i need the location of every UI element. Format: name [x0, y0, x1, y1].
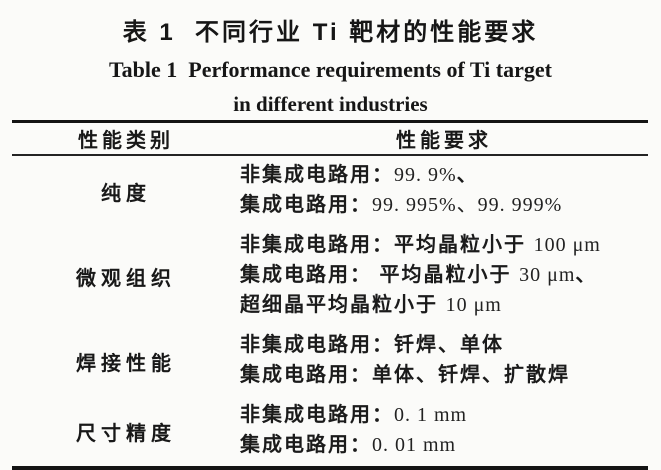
- table-header-rule: [12, 154, 648, 156]
- category-label-purity: 纯度: [101, 182, 151, 205]
- table-row-dimensional-accuracy: 尺寸精度 非集成电路用：0. 1 mm 集成电路用：0. 01 mm: [12, 396, 648, 466]
- requirement-cell: 非集成电路用：钎焊、单体 集成电路用：单体、钎焊、扩散焊: [240, 331, 648, 391]
- category-label-welding: 焊接性能: [76, 352, 176, 375]
- requirement-value: 30 μm: [519, 264, 576, 286]
- requirement-cell: 非集成电路用：0. 1 mm 集成电路用：0. 01 mm: [240, 401, 648, 461]
- requirement-line: 集成电路用：0. 01 mm: [240, 431, 648, 461]
- requirement-suffix: 、: [575, 264, 598, 286]
- requirement-cell: 非集成电路用：平均晶粒小于 100 μm 集成电路用： 平均晶粒小于 30 μm…: [240, 231, 648, 321]
- requirement-label: 超细晶平均晶粒小于: [240, 294, 446, 316]
- requirement-suffix: 、: [456, 164, 479, 186]
- requirement-label: 非集成电路用：: [240, 404, 394, 426]
- table-top-rule: [12, 120, 648, 123]
- requirement-value: 0. 01 mm: [372, 434, 457, 456]
- category-cell: 焊接性能: [12, 331, 240, 391]
- table-row-microstructure: 微观组织 非集成电路用：平均晶粒小于 100 μm 集成电路用： 平均晶粒小于 …: [12, 226, 648, 326]
- requirement-label: 非集成电路用：钎焊、单体: [240, 334, 504, 356]
- requirement-line: 超细晶平均晶粒小于 10 μm: [240, 291, 648, 321]
- requirement-value: 10 μm: [445, 294, 502, 316]
- table-title-en-line1: Table 1 Performance requirements of Ti t…: [109, 57, 552, 82]
- header-cell-category: 性能类别: [78, 130, 174, 152]
- requirement-value: 99. 9%: [394, 164, 457, 186]
- category-cell: 纯度: [12, 161, 240, 221]
- requirement-label: 集成电路用：: [240, 194, 372, 216]
- requirement-label: 非集成电路用：平均晶粒小于: [240, 234, 534, 256]
- requirement-line: 集成电路用： 平均晶粒小于 30 μm、: [240, 261, 648, 291]
- category-label-dimensional-accuracy: 尺寸精度: [76, 422, 176, 445]
- requirement-label: 集成电路用：: [240, 434, 372, 456]
- table-row-purity: 纯度 非集成电路用：99. 9%、 集成电路用：99. 995%、99. 999…: [12, 156, 648, 226]
- header-cell-requirement: 性能要求: [396, 130, 492, 152]
- requirement-label: 集成电路用： 平均晶粒小于: [240, 264, 520, 286]
- requirement-line: 非集成电路用：钎焊、单体: [240, 331, 648, 361]
- requirement-line: 集成电路用：99. 995%、99. 999%: [240, 191, 648, 221]
- table-title-en-line2: in different industries: [233, 92, 428, 116]
- performance-table: 性能类别 性能要求 纯度 非集成电路用：99. 9%、 集成电路用：99. 99…: [12, 120, 648, 470]
- table-header-row: 性能类别 性能要求: [12, 123, 648, 154]
- requirement-line: 集成电路用：单体、钎焊、扩散焊: [240, 361, 648, 391]
- table-row-welding: 焊接性能 非集成电路用：钎焊、单体 集成电路用：单体、钎焊、扩散焊: [12, 326, 648, 396]
- category-cell: 尺寸精度: [12, 401, 240, 461]
- requirement-line: 非集成电路用：0. 1 mm: [240, 401, 648, 431]
- category-label-microstructure: 微观组织: [76, 267, 176, 290]
- requirement-label: 非集成电路用：: [240, 164, 394, 186]
- requirement-value: 99. 995%、99. 999%: [372, 194, 563, 216]
- table-title-zh: 表 1 不同行业 Ti 靶材的性能要求: [122, 19, 539, 46]
- requirement-value: 0. 1 mm: [394, 404, 468, 426]
- requirement-value: 100 μm: [533, 234, 601, 256]
- requirement-cell: 非集成电路用：99. 9%、 集成电路用：99. 995%、99. 999%: [240, 161, 648, 221]
- category-cell: 微观组织: [12, 231, 240, 321]
- requirement-line: 非集成电路用：99. 9%、: [240, 161, 648, 191]
- requirement-line: 非集成电路用：平均晶粒小于 100 μm: [240, 231, 648, 261]
- requirement-label: 集成电路用：单体、钎焊、扩散焊: [240, 364, 570, 386]
